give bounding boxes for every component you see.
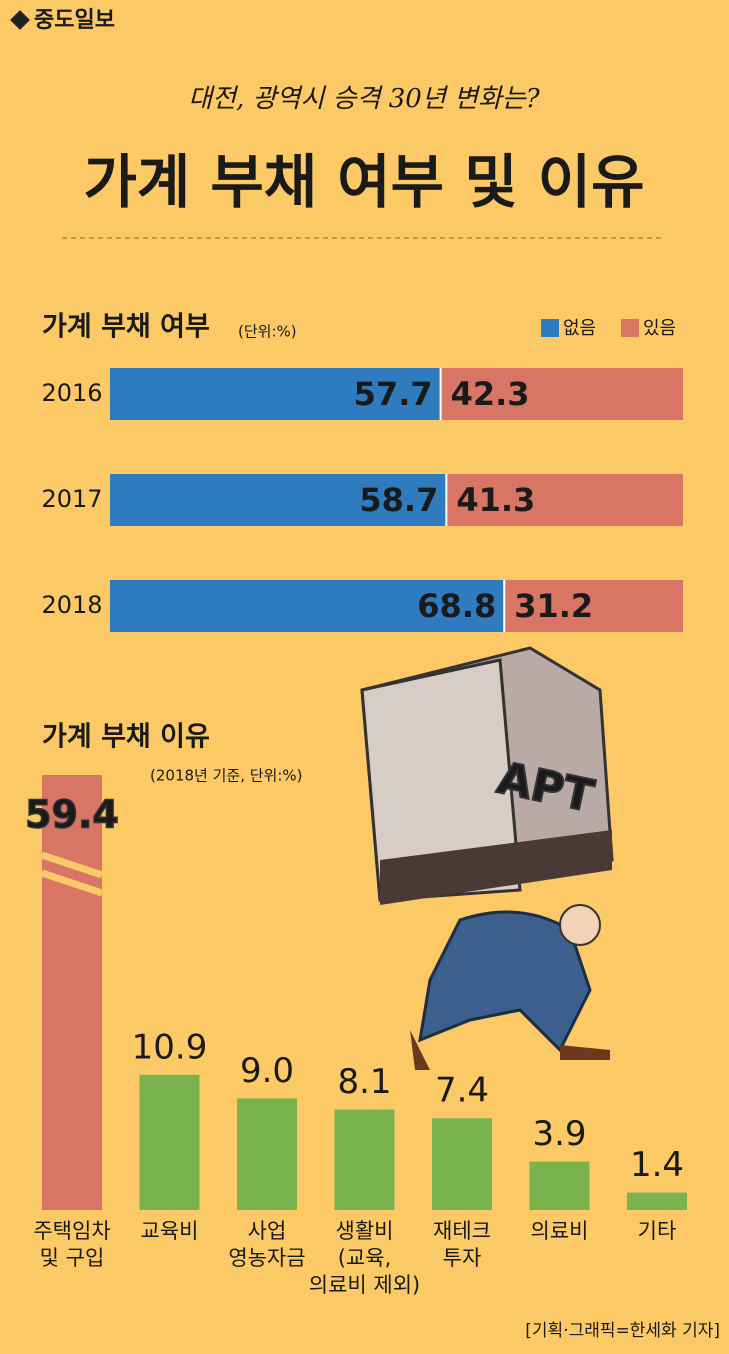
value-label: 1.4 [630, 1145, 684, 1185]
chart-unit: (단위:%) [238, 323, 297, 341]
bar-segment [504, 580, 683, 632]
bar [139, 1074, 200, 1210]
value-label: 58.7 [359, 481, 438, 519]
y-tick-label: 2018 [41, 591, 102, 619]
x-tick-label: 기타 [638, 1219, 677, 1243]
bar-segment [110, 474, 447, 526]
x-tick-label: 주택임차 및 구입 [33, 1219, 110, 1270]
chart-subtitle: (2018년 기준, 단위:%) [150, 767, 303, 785]
legend-label: 없음 [563, 318, 596, 339]
bar-segment [110, 368, 441, 420]
bar [237, 1098, 297, 1210]
x-tick-label: 생활비 (교육, 의료비 제외) [309, 1219, 420, 1297]
value-label: 31.2 [514, 587, 593, 625]
x-tick-label: 사업 영농자금 [228, 1219, 305, 1270]
bar-segment [440, 368, 683, 420]
x-tick-label: 재테크 투자 [433, 1219, 491, 1270]
value-label: 68.8 [417, 587, 496, 625]
person [418, 910, 592, 1053]
bar [42, 775, 102, 1210]
shoes [410, 1030, 610, 1070]
value-label: 3.9 [532, 1114, 586, 1154]
building-base [380, 830, 612, 905]
bar [334, 1109, 395, 1210]
supertitle: 대전, 광역시 승격 30년 변화는? [188, 84, 541, 114]
x-tick-label: 교육비 [141, 1219, 199, 1243]
y-tick-label: 2017 [41, 485, 102, 513]
bar [529, 1161, 590, 1210]
x-tick-label: 의료비 [531, 1219, 589, 1243]
brand-logo [10, 10, 30, 30]
value-label: 59.4 [25, 793, 119, 837]
brand: 중도일보 [34, 8, 115, 33]
value-label: 41.3 [456, 481, 535, 519]
legend-swatch [621, 319, 639, 337]
illustration: APT [360, 646, 614, 1070]
axis-break [40, 851, 104, 897]
legend-swatch [541, 319, 559, 337]
bar-segment [446, 474, 683, 526]
value-label: 8.1 [337, 1062, 391, 1102]
chart-title: 가계 부채 여부 [42, 312, 210, 343]
title: 가계 부채 여부 및 이유 [83, 148, 644, 216]
bar [432, 1118, 492, 1210]
value-label: 57.7 [354, 375, 433, 413]
value-label: 7.4 [435, 1071, 489, 1111]
building-face [360, 658, 522, 902]
legend-label: 있음 [643, 318, 676, 339]
bar [627, 1192, 687, 1210]
person-head [559, 904, 601, 946]
chart-title: 가계 부채 이유 [42, 722, 210, 753]
credit: [기획·그래픽=한세화 기자] [525, 1321, 720, 1341]
value-label: 42.3 [451, 375, 530, 413]
bar-segment [110, 580, 505, 632]
y-tick-label: 2016 [41, 379, 102, 407]
value-label: 10.9 [132, 1027, 208, 1067]
value-label: 9.0 [240, 1051, 294, 1091]
